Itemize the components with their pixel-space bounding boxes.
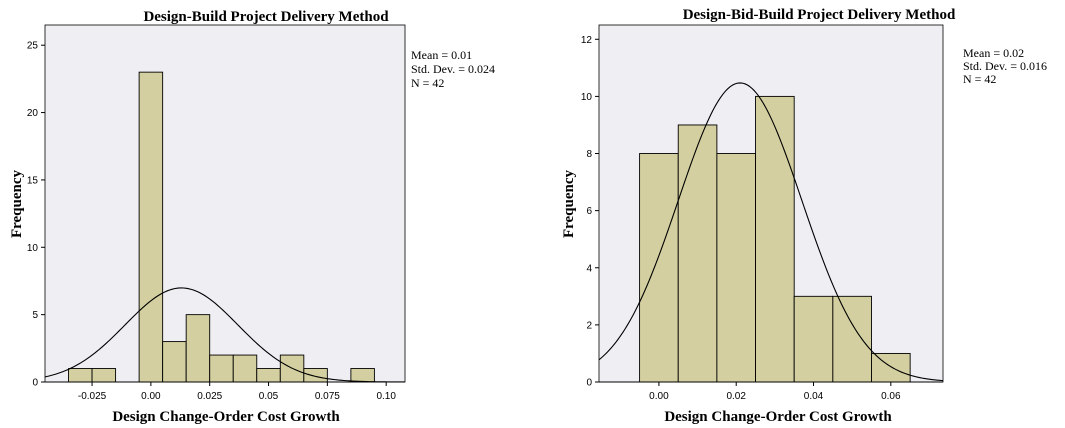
histogram-bar bbox=[138, 71, 164, 382]
y-tick-label: 20 bbox=[27, 108, 39, 119]
x-tick-label: 0.05 bbox=[259, 391, 279, 402]
histogram-bar bbox=[832, 295, 872, 382]
y-tick-label: 0 bbox=[32, 378, 38, 389]
stat-std-dev: Std. Dev. = 0.024 bbox=[411, 62, 495, 76]
x-tick-label: 0.02 bbox=[726, 391, 746, 402]
y-axis-label: Frequency bbox=[561, 169, 577, 238]
y-tick-label: 5 bbox=[32, 310, 38, 321]
x-tick-label: 0.075 bbox=[315, 391, 340, 402]
y-tick-label: 12 bbox=[581, 35, 593, 46]
y-tick-label: 25 bbox=[27, 41, 39, 52]
stat-mean: Mean = 0.02 bbox=[963, 46, 1024, 60]
histogram-bar bbox=[871, 352, 911, 382]
x-tick-label: 0.06 bbox=[881, 391, 901, 402]
histogram-bar bbox=[639, 153, 679, 382]
x-axis-label: Design Change-Order Cost Growth bbox=[664, 409, 892, 425]
histogram-bar bbox=[716, 153, 756, 382]
histogram-bar bbox=[303, 368, 328, 382]
normal-curve bbox=[599, 82, 943, 382]
y-tick-label: 10 bbox=[27, 243, 39, 254]
stat-std-dev: Std. Dev. = 0.016 bbox=[963, 59, 1047, 73]
histogram-bar bbox=[68, 368, 93, 382]
y-tick-label: 6 bbox=[586, 206, 592, 217]
normal-curve bbox=[45, 287, 405, 382]
histogram-bar bbox=[755, 95, 795, 382]
y-tick-label: 2 bbox=[586, 320, 592, 331]
x-tick-label: 0.04 bbox=[804, 391, 824, 402]
histogram-bar bbox=[185, 314, 211, 382]
histogram-bar bbox=[162, 341, 187, 382]
histogram-bar bbox=[91, 368, 117, 382]
histogram-bar bbox=[256, 368, 281, 382]
y-tick-label: 15 bbox=[27, 175, 39, 186]
x-tick-label: 0.00 bbox=[649, 391, 669, 402]
histogram-bar bbox=[350, 368, 375, 382]
design-bid-build-histogram: Design-Bid-Build Project Delivery Method… bbox=[561, 7, 1047, 425]
stat-n: N = 42 bbox=[963, 72, 996, 86]
chart-title: Design-Build Project Delivery Method bbox=[143, 9, 389, 25]
histogram-bar bbox=[677, 124, 718, 382]
x-tick-label: 0.10 bbox=[376, 391, 396, 402]
y-tick-label: 4 bbox=[586, 263, 592, 274]
y-tick-label: 8 bbox=[586, 149, 592, 160]
histogram-bar bbox=[209, 354, 234, 382]
y-axis-label: Frequency bbox=[9, 169, 25, 238]
plot-area bbox=[44, 24, 406, 383]
chart-title: Design-Bid-Build Project Delivery Method bbox=[683, 7, 956, 23]
histogram-bar bbox=[232, 354, 258, 382]
x-tick-label: 0.025 bbox=[197, 391, 222, 402]
y-tick-label: 10 bbox=[581, 92, 593, 103]
histogram-bar bbox=[793, 295, 834, 382]
stat-mean: Mean = 0.01 bbox=[411, 48, 472, 62]
x-tick-label: 0.00 bbox=[141, 391, 161, 402]
x-axis-label: Design Change-Order Cost Growth bbox=[112, 409, 340, 425]
y-tick-label: 0 bbox=[586, 378, 592, 389]
design-build-histogram: Design-Build Project Delivery Method Des… bbox=[9, 9, 495, 425]
x-tick-label: -0.025 bbox=[78, 391, 107, 402]
stat-n: N = 42 bbox=[411, 76, 444, 90]
